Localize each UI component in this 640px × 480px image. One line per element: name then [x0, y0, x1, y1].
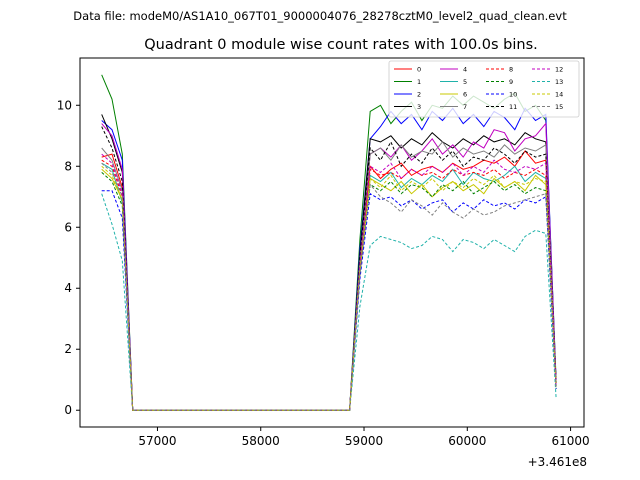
legend-label-15: 15: [555, 103, 563, 111]
axis-ticks: 57000 58000 59000 60000 61000 0 2 4 6 8 10: [57, 98, 590, 448]
x-tick-label: 61000: [551, 434, 589, 448]
x-tick-label: 57000: [138, 434, 176, 448]
legend-label-13: 13: [555, 78, 563, 86]
legend-label-3: 3: [417, 103, 421, 111]
legend-label-6: 6: [463, 91, 467, 99]
axes-frame: [79, 57, 585, 428]
y-tick-label: 0: [64, 403, 72, 417]
x-tick-label: 58000: [242, 434, 280, 448]
y-tick-label: 4: [64, 281, 72, 295]
legend-label-0: 0: [417, 66, 421, 74]
x-tick-label: 60000: [448, 434, 486, 448]
y-tick-label: 10: [57, 98, 72, 112]
legend-label-4: 4: [463, 66, 467, 74]
x-offset-label: +3.461e8: [528, 455, 587, 469]
legend-label-11: 11: [509, 103, 517, 111]
legend-label-8: 8: [509, 66, 513, 74]
legend-label-1: 1: [417, 78, 421, 86]
plot-area: [101, 74, 557, 411]
legend-label-5: 5: [463, 78, 467, 86]
legend-label-10: 10: [509, 91, 517, 99]
legend-label-9: 9: [509, 78, 513, 86]
y-tick-label: 8: [64, 159, 72, 173]
series-line-15: [101, 162, 557, 411]
legend-label-2: 2: [417, 91, 421, 99]
legend-box: [388, 60, 580, 118]
legend-label-14: 14: [555, 91, 563, 99]
figure-suptitle: Data file: modeM0/AS1A10_067T01_90000040…: [73, 9, 567, 23]
x-tick-label: 59000: [345, 434, 383, 448]
y-tick-label: 2: [64, 342, 72, 356]
legend-label-7: 7: [463, 103, 467, 111]
legend-label-12: 12: [555, 66, 563, 74]
y-tick-label: 6: [64, 220, 72, 234]
chart-title: Quadrant 0 module wise count rates with …: [144, 37, 538, 53]
